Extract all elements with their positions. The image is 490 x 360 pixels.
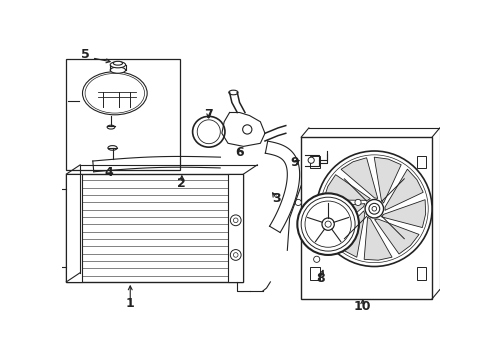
Circle shape bbox=[308, 157, 314, 163]
Polygon shape bbox=[323, 175, 370, 200]
Text: 1: 1 bbox=[126, 297, 135, 310]
Ellipse shape bbox=[107, 125, 115, 129]
Text: 3: 3 bbox=[272, 192, 281, 205]
Text: 4: 4 bbox=[104, 166, 113, 179]
Polygon shape bbox=[323, 204, 365, 235]
Circle shape bbox=[301, 197, 355, 251]
Ellipse shape bbox=[193, 116, 225, 147]
Ellipse shape bbox=[110, 67, 125, 73]
Text: 9: 9 bbox=[291, 156, 299, 169]
Ellipse shape bbox=[108, 145, 117, 150]
Text: 10: 10 bbox=[354, 300, 371, 313]
Circle shape bbox=[322, 218, 334, 230]
Circle shape bbox=[297, 193, 359, 255]
Circle shape bbox=[355, 199, 361, 206]
Bar bbox=[416, 156, 426, 168]
Circle shape bbox=[305, 201, 351, 247]
Text: 8: 8 bbox=[316, 271, 325, 284]
Polygon shape bbox=[341, 158, 378, 198]
Circle shape bbox=[314, 256, 320, 262]
Circle shape bbox=[295, 199, 301, 206]
Polygon shape bbox=[381, 200, 426, 228]
Text: 5: 5 bbox=[81, 48, 90, 61]
Ellipse shape bbox=[197, 120, 220, 144]
FancyBboxPatch shape bbox=[304, 205, 351, 243]
Bar bbox=[66, 174, 244, 282]
Ellipse shape bbox=[113, 61, 122, 65]
Text: 7: 7 bbox=[204, 108, 213, 121]
Polygon shape bbox=[334, 211, 365, 257]
Bar bbox=[301, 137, 432, 299]
Bar bbox=[416, 267, 426, 280]
Text: 2: 2 bbox=[177, 177, 186, 190]
Circle shape bbox=[317, 151, 432, 266]
Circle shape bbox=[230, 249, 241, 260]
Circle shape bbox=[230, 215, 241, 226]
Circle shape bbox=[325, 221, 331, 227]
Ellipse shape bbox=[82, 72, 147, 115]
Circle shape bbox=[365, 199, 384, 218]
Bar bbox=[66, 174, 82, 282]
Bar bbox=[228, 174, 244, 282]
Polygon shape bbox=[374, 219, 419, 254]
Polygon shape bbox=[364, 217, 392, 260]
Circle shape bbox=[372, 206, 377, 211]
Polygon shape bbox=[385, 169, 423, 210]
Polygon shape bbox=[374, 157, 401, 203]
Circle shape bbox=[369, 203, 380, 214]
Circle shape bbox=[233, 218, 238, 222]
Bar bbox=[66, 59, 180, 170]
Ellipse shape bbox=[229, 90, 238, 95]
Text: 6: 6 bbox=[235, 146, 244, 159]
Bar bbox=[311, 156, 319, 168]
Circle shape bbox=[243, 125, 252, 134]
Bar bbox=[311, 267, 319, 280]
Ellipse shape bbox=[110, 62, 125, 68]
Circle shape bbox=[233, 253, 238, 257]
